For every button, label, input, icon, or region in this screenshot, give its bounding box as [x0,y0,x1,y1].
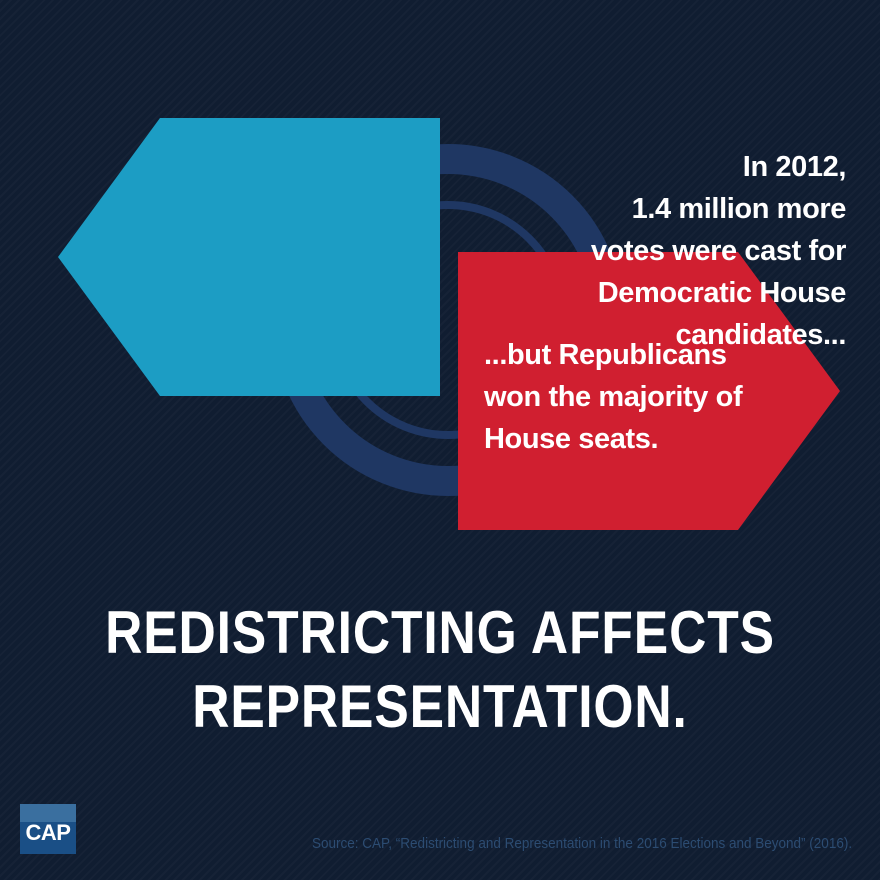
statement-line: In 2012, [742,151,847,183]
statement-line: ...but Republicans [484,339,727,371]
headline-line: REDISTRICTING AFFECTS [105,599,775,666]
cap-logo: CAP [20,804,76,854]
statement-line: candidates... [675,319,847,351]
republican-seats-statement: ...but Republicans won the majority of H… [484,334,774,460]
democratic-votes-statement: In 2012, 1.4 million more votes were cas… [556,146,847,356]
statement-line: Democratic House [597,277,847,309]
statement-line: House seats. [484,423,659,455]
headline: REDISTRICTING AFFECTS REPRESENTATION. [62,596,819,744]
statement-line: won the majority of [484,381,743,413]
logo-label: CAP [25,820,71,845]
statement-line: 1.4 million more [631,193,847,225]
headline-line: REPRESENTATION. [192,673,688,740]
logo-band [20,804,76,822]
statement-line: votes were cast for [590,235,847,267]
source-citation: Source: CAP, “Redistricting and Represen… [311,835,852,852]
